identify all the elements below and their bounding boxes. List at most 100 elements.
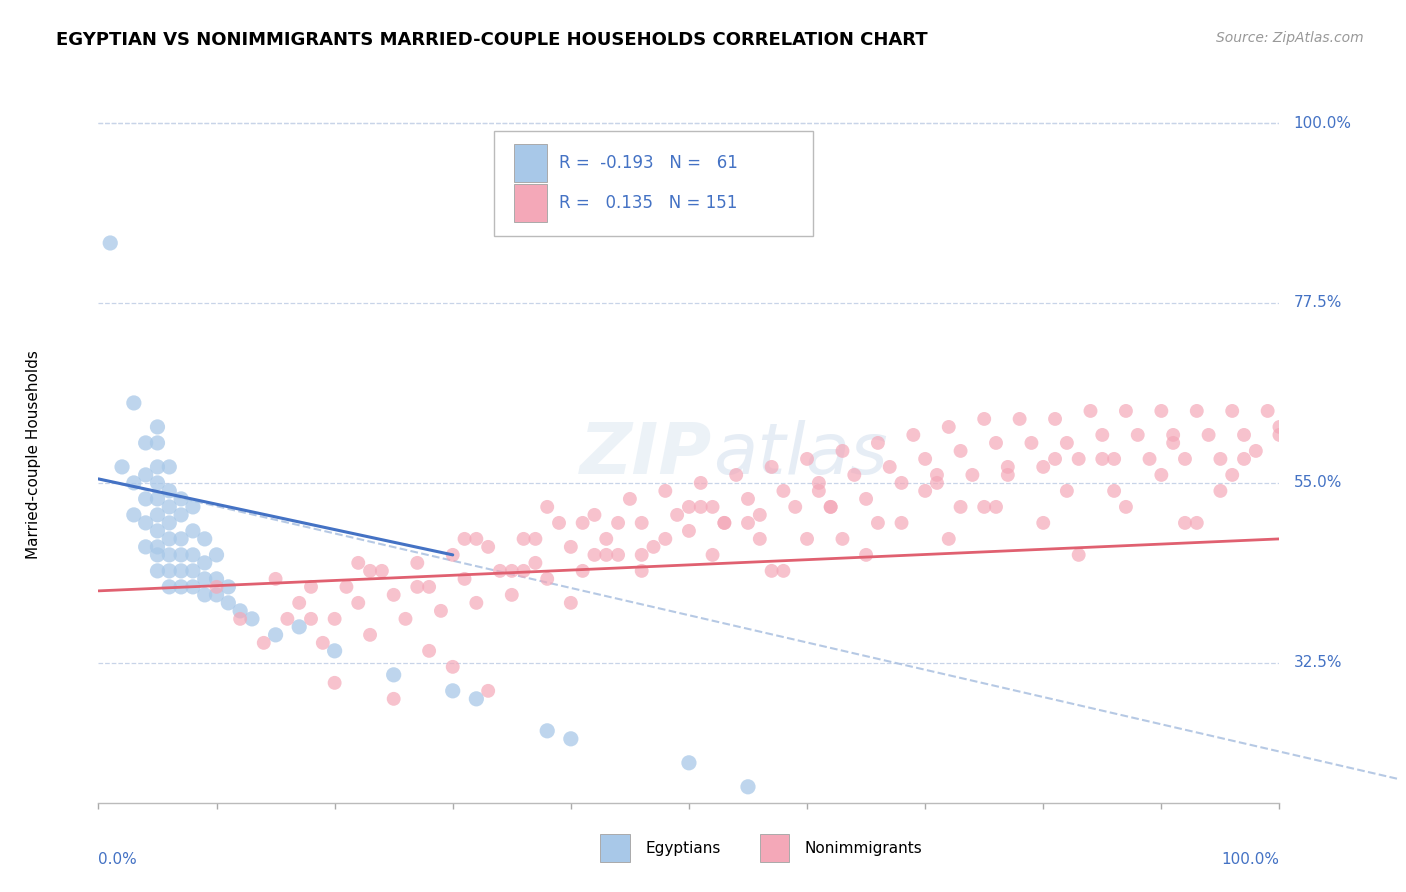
Point [406,580,429,594]
Point [135,491,157,506]
Point [866,516,889,530]
Point [560,596,582,610]
Point [312,636,335,650]
Point [1091,451,1114,466]
Point [772,483,794,498]
Point [607,516,630,530]
Text: Nonimmigrants: Nonimmigrants [804,840,922,855]
Point [984,436,1007,450]
Point [418,580,440,594]
Point [1056,483,1078,498]
Point [170,548,193,562]
Point [205,572,228,586]
Point [737,780,759,794]
Point [1115,404,1137,418]
Point [737,491,759,506]
Point [630,548,652,562]
Point [170,491,193,506]
Point [157,483,180,498]
Point [1174,516,1197,530]
Text: EGYPTIAN VS NONIMMIGRANTS MARRIED-COUPLE HOUSEHOLDS CORRELATION CHART: EGYPTIAN VS NONIMMIGRANTS MARRIED-COUPLE… [56,31,928,49]
Point [181,564,204,578]
Point [181,500,204,514]
Point [1067,548,1090,562]
Point [453,532,475,546]
Text: 77.5%: 77.5% [1294,295,1341,310]
Text: 55.0%: 55.0% [1294,475,1341,491]
Bar [600,834,630,862]
Point [925,467,948,482]
Point [879,459,901,474]
Point [394,612,416,626]
Text: 100.0%: 100.0% [1222,852,1279,866]
Point [1220,404,1243,418]
Point [536,572,558,586]
Point [1080,404,1102,418]
Point [299,612,322,626]
Point [1008,412,1031,426]
Text: Married-couple Households: Married-couple Households [25,351,41,559]
Point [122,396,145,410]
Point [253,636,276,650]
Point [630,564,652,578]
Point [890,475,912,490]
FancyBboxPatch shape [494,131,813,235]
Point [441,548,464,562]
Point [122,475,145,490]
Point [831,444,853,458]
Point [807,475,830,490]
Point [181,580,204,594]
Point [1032,516,1054,530]
Point [1032,459,1054,474]
Text: ZIP: ZIP [581,420,713,490]
Point [1150,467,1173,482]
Point [135,436,157,450]
Point [1174,451,1197,466]
Point [748,508,770,522]
Point [524,556,547,570]
Point [1102,483,1125,498]
Point [713,516,735,530]
Point [1268,420,1291,434]
Point [1244,444,1267,458]
Point [689,475,711,490]
Point [170,508,193,522]
Point [359,628,381,642]
Point [146,524,169,538]
Text: Egyptians: Egyptians [645,840,721,855]
Point [1126,428,1149,442]
Point [548,516,571,530]
Point [323,612,346,626]
Point [949,444,972,458]
Point [820,500,842,514]
Point [938,420,960,434]
Point [772,564,794,578]
Point [761,459,783,474]
Point [1209,451,1232,466]
Point [1268,428,1291,442]
Point [560,731,582,746]
Point [229,612,252,626]
Point [157,459,180,474]
Point [111,459,134,474]
Point [465,691,488,706]
Point [264,628,287,642]
Point [382,588,405,602]
Point [146,420,169,434]
Point [477,683,499,698]
Bar [515,184,547,222]
Text: Source: ZipAtlas.com: Source: ZipAtlas.com [1216,31,1364,45]
Point [1161,428,1184,442]
Point [146,508,169,522]
Point [1115,500,1137,514]
Point [288,596,311,610]
Point [453,572,475,586]
Point [382,691,405,706]
Point [643,540,665,554]
Text: 0.0%: 0.0% [98,852,138,866]
Point [1233,428,1256,442]
Point [678,524,700,538]
Point [1056,436,1078,450]
Point [135,467,157,482]
Point [689,500,711,514]
